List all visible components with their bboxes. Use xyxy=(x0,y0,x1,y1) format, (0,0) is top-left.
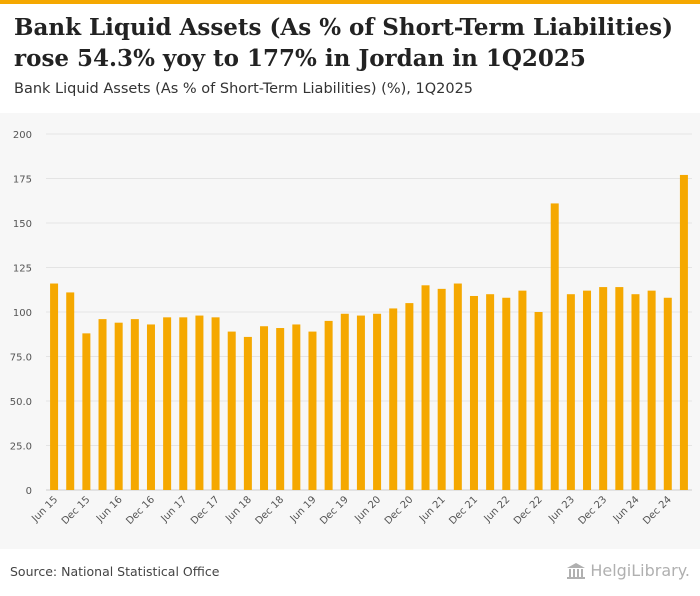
helgi-library-logo: HelgiLibrary. xyxy=(566,561,690,580)
x-tick-label: Jun 16 xyxy=(94,494,125,525)
bar-jun-24 xyxy=(631,294,640,490)
y-tick-label: 200 xyxy=(13,130,32,141)
source-note: Source: National Statistical Office xyxy=(10,564,220,579)
library-building-icon xyxy=(567,562,586,579)
x-tick-label: Dec 17 xyxy=(189,494,222,527)
x-tick-label: Dec 19 xyxy=(318,494,351,527)
bar-mar-23 xyxy=(550,203,559,491)
x-tick-label: Jun 18 xyxy=(223,494,254,525)
x-tick-label: Dec 24 xyxy=(641,494,674,527)
bar-sep-21 xyxy=(453,283,462,490)
bar-sep-17 xyxy=(195,315,204,490)
bar-jun-19 xyxy=(308,331,317,490)
bar-dec-19 xyxy=(340,313,349,490)
bar-dec-16 xyxy=(146,324,155,490)
x-tick-label: Dec 18 xyxy=(254,494,287,527)
bar-sep-16 xyxy=(130,319,139,490)
x-tick-label: Jun 23 xyxy=(546,494,577,525)
x-tick-label: Jun 21 xyxy=(417,494,448,525)
bar-mar-22 xyxy=(486,294,495,490)
chart-subtitle: Bank Liquid Assets (As % of Short-Term L… xyxy=(14,81,474,97)
bar-mar-25 xyxy=(679,174,688,490)
bar-mar-20 xyxy=(356,315,365,490)
bar-jun-20 xyxy=(373,313,382,490)
top-accent-bar xyxy=(0,0,700,4)
bar-jun-22 xyxy=(502,297,511,490)
y-tick-label: 150 xyxy=(13,219,32,230)
bar-dec-24 xyxy=(663,297,672,490)
bar-sep-19 xyxy=(324,320,333,490)
bar-dec-21 xyxy=(469,295,478,490)
x-axis-ticks: Jun 15 Dec 15 Jun 16 Dec 16 Jun 17 Dec 17 Jun … xyxy=(29,494,673,527)
x-tick-label: Jun 19 xyxy=(288,494,319,525)
x-tick-label: Jun 15 xyxy=(29,494,60,525)
x-tick-label: Dec 22 xyxy=(512,494,545,527)
bar-dec-23 xyxy=(599,287,608,490)
y-tick-label: 100 xyxy=(13,308,32,319)
bar-dec-18 xyxy=(276,328,285,490)
bar-sep-22 xyxy=(518,290,527,490)
bar-mar-16 xyxy=(98,319,107,490)
bar-jun-17 xyxy=(179,317,188,490)
x-tick-label: Dec 20 xyxy=(383,494,416,527)
bar-mar-24 xyxy=(615,287,624,490)
bar-sep-24 xyxy=(647,290,656,490)
x-tick-label: Jun 22 xyxy=(482,494,513,525)
logo-text: HelgiLibrary. xyxy=(590,561,690,580)
y-tick-label: 175 xyxy=(13,175,32,186)
bar-jun-21 xyxy=(437,288,446,490)
bar-jun-18 xyxy=(243,336,252,490)
bar-mar-18 xyxy=(227,331,236,490)
x-tick-label: Dec 21 xyxy=(447,494,480,527)
bar-mar-17 xyxy=(163,317,172,490)
y-tick-label: 25.0 xyxy=(10,442,32,453)
x-tick-label: Dec 15 xyxy=(60,494,93,527)
bar-sep-15 xyxy=(66,292,75,490)
bar-dec-17 xyxy=(211,317,220,490)
bar-sep-18 xyxy=(260,326,269,490)
x-tick-label: Jun 24 xyxy=(611,494,642,525)
x-tick-label: Jun 20 xyxy=(352,494,383,525)
bar-sep-20 xyxy=(389,308,398,490)
y-tick-label: 0 xyxy=(26,486,32,497)
bar-jun-23 xyxy=(566,294,575,490)
bars xyxy=(50,174,688,491)
x-tick-label: Jun 17 xyxy=(159,494,190,525)
bar-dec-20 xyxy=(405,303,414,490)
gridlines xyxy=(46,133,692,491)
y-axis-ticks: 0 25.0 50.0 75.0 100 125 150 175 200 xyxy=(10,130,32,497)
y-tick-label: 50.0 xyxy=(10,397,32,408)
bar-mar-19 xyxy=(292,324,301,490)
y-tick-label: 125 xyxy=(13,264,32,275)
x-tick-label: Dec 23 xyxy=(577,494,610,527)
bar-mar-21 xyxy=(421,285,430,490)
x-tick-label: Dec 16 xyxy=(124,494,157,527)
bar-jun-16 xyxy=(114,322,123,490)
y-tick-label: 75.0 xyxy=(10,353,32,364)
bar-sep-23 xyxy=(583,290,592,490)
bar-dec-15 xyxy=(82,333,91,490)
bar-dec-22 xyxy=(534,312,543,490)
bar-jun-15 xyxy=(50,283,59,490)
chart-title: Bank Liquid Assets (As % of Short-Term L… xyxy=(14,14,673,72)
